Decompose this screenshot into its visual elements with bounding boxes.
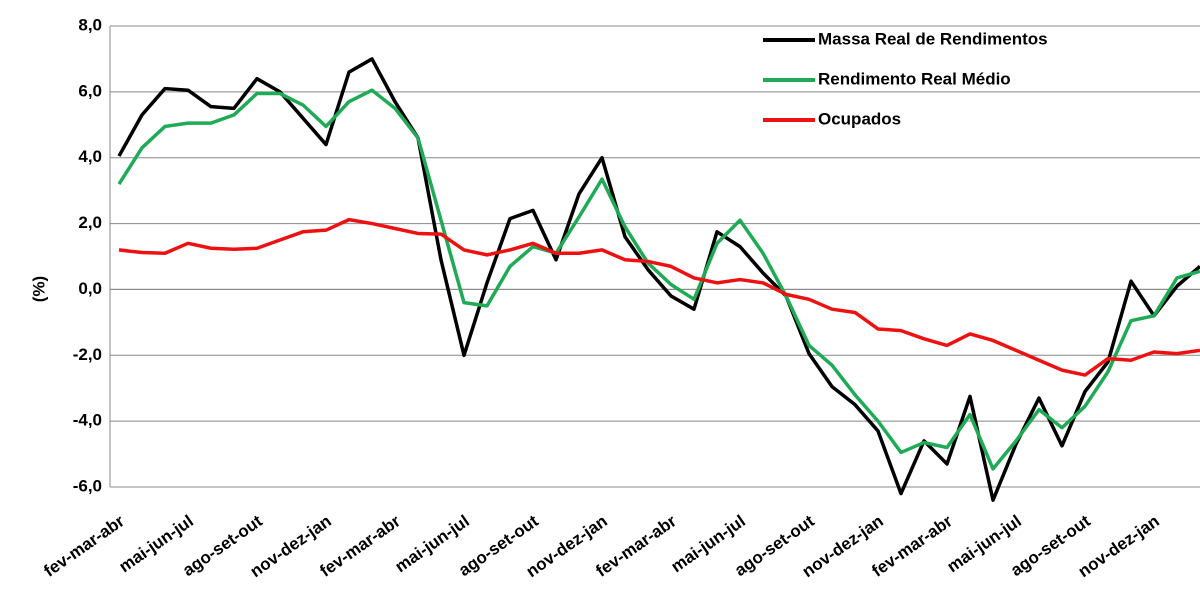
legend-label: Rendimento Real Médio [818, 69, 1011, 88]
x-tick-label: fev-mar-abr [40, 511, 128, 580]
y-tick-label: -6,0 [73, 476, 102, 495]
y-tick-label: 4,0 [78, 147, 102, 166]
y-tick-label: 6,0 [78, 81, 102, 100]
legend-label: Massa Real de Rendimentos [818, 29, 1048, 48]
y-tick-label: 8,0 [78, 15, 102, 34]
y-tick-label: -2,0 [73, 345, 102, 364]
y-tick-label: 2,0 [78, 213, 102, 232]
line-series [118, 217, 1200, 377]
y-axis-label: (%) [29, 276, 48, 302]
y-tick-label: 0,0 [78, 279, 102, 298]
legend-label: Ocupados [818, 109, 901, 128]
line-series [117, 57, 1200, 502]
line-series [117, 88, 1200, 471]
y-tick-label: -4,0 [73, 411, 102, 430]
